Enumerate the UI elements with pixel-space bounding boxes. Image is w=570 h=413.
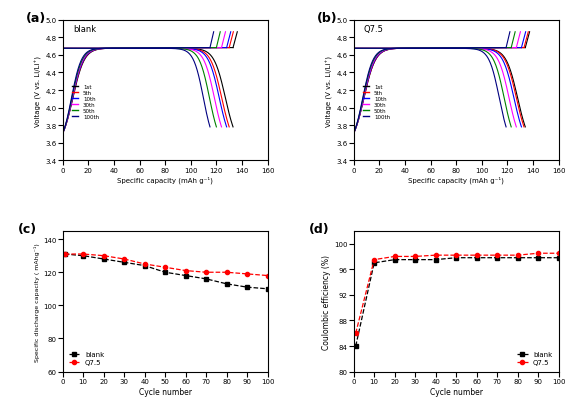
blank (494, 256, 500, 261)
blank (62, 252, 68, 257)
Q7.5 (432, 253, 439, 258)
blank (203, 277, 210, 282)
blank (391, 258, 398, 263)
X-axis label: Specific capacity (mAh g⁻¹): Specific capacity (mAh g⁻¹) (117, 176, 213, 183)
blank (370, 261, 377, 266)
blank (162, 270, 169, 275)
Q7.5 (62, 252, 68, 257)
blank (244, 285, 251, 290)
Line: blank: blank (353, 256, 561, 348)
Text: (c): (c) (18, 223, 36, 236)
Q7.5 (391, 254, 398, 259)
Legend: blank, Q7.5: blank, Q7.5 (66, 349, 107, 368)
Line: Q7.5: Q7.5 (353, 252, 561, 335)
Q7.5 (514, 253, 521, 258)
Q7.5 (223, 270, 230, 275)
Text: (b): (b) (317, 12, 337, 25)
blank (264, 287, 271, 292)
blank (352, 344, 359, 349)
Q7.5 (121, 257, 128, 262)
blank (412, 258, 418, 263)
blank (223, 282, 230, 287)
Q7.5 (203, 270, 210, 275)
blank (121, 260, 128, 265)
Text: (a): (a) (26, 12, 46, 25)
Q7.5 (555, 251, 562, 256)
Legend: blank, Q7.5: blank, Q7.5 (514, 349, 555, 368)
Text: (d): (d) (308, 223, 329, 236)
blank (432, 258, 439, 263)
Y-axis label: Voltage (V vs. Li/Li⁺): Voltage (V vs. Li/Li⁺) (326, 55, 333, 126)
Line: Q7.5: Q7.5 (63, 252, 270, 278)
blank (141, 263, 148, 268)
Q7.5 (352, 331, 359, 336)
Q7.5 (535, 251, 542, 256)
Q7.5 (412, 254, 418, 259)
blank (453, 256, 459, 261)
blank (100, 257, 107, 262)
Q7.5 (162, 265, 169, 270)
Line: blank: blank (63, 252, 270, 291)
Q7.5 (453, 253, 459, 258)
Q7.5 (494, 253, 500, 258)
Q7.5 (244, 272, 251, 277)
Y-axis label: Voltage (V vs. Li/Li⁺): Voltage (V vs. Li/Li⁺) (35, 55, 42, 126)
Legend: 1st, 5th, 10th, 30th, 50th, 100th: 1st, 5th, 10th, 30th, 50th, 100th (361, 82, 392, 122)
blank (514, 256, 521, 261)
X-axis label: Cycle number: Cycle number (139, 387, 192, 396)
blank (535, 256, 542, 261)
Y-axis label: Specific discharge capacity ( mAhg⁻¹): Specific discharge capacity ( mAhg⁻¹) (34, 242, 40, 361)
blank (555, 256, 562, 261)
Q7.5 (141, 262, 148, 267)
Text: Q7.5: Q7.5 (364, 25, 384, 34)
Y-axis label: Coulombic efficiency (%): Coulombic efficiency (%) (322, 254, 331, 349)
blank (473, 256, 480, 261)
Q7.5 (473, 253, 480, 258)
X-axis label: Cycle number: Cycle number (430, 387, 483, 396)
blank (182, 273, 189, 278)
Text: blank: blank (73, 25, 96, 34)
Q7.5 (182, 268, 189, 273)
Q7.5 (80, 252, 87, 257)
Q7.5 (370, 258, 377, 263)
Q7.5 (264, 273, 271, 278)
X-axis label: Specific capacity (mAh g⁻¹): Specific capacity (mAh g⁻¹) (408, 176, 504, 183)
blank (80, 254, 87, 259)
Q7.5 (100, 254, 107, 259)
Legend: 1st, 5th, 10th, 30th, 50th, 100th: 1st, 5th, 10th, 30th, 50th, 100th (70, 82, 101, 122)
